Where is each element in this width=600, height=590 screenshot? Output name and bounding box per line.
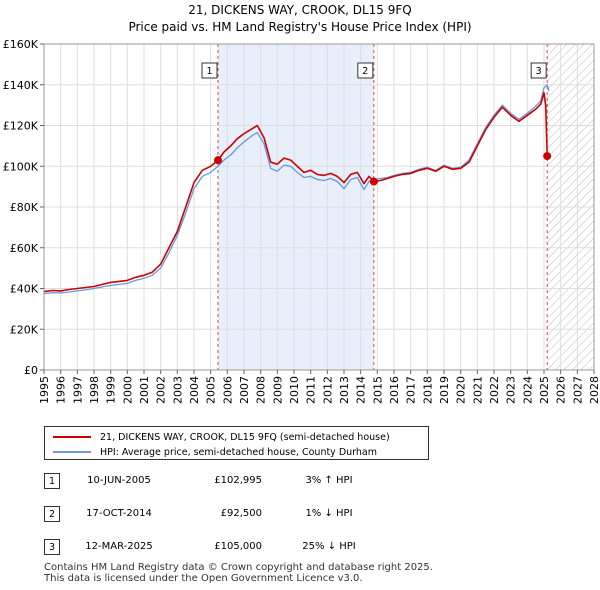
chart-legend: 21, DICKENS WAY, CROOK, DL15 9FQ (semi-d…: [44, 426, 429, 460]
x-tick-label: 2000: [121, 376, 134, 404]
x-tick-label: 2024: [521, 376, 534, 404]
x-tick-label: 1999: [105, 376, 118, 404]
legend-item-price: 21, DICKENS WAY, CROOK, DL15 9FQ (semi-d…: [53, 430, 390, 444]
x-tick-label: 2022: [488, 376, 501, 404]
footer-attribution: Contains HM Land Registry data © Crown c…: [44, 562, 433, 584]
sale-label-number: 2: [362, 66, 368, 77]
sale-label-box: [530, 62, 547, 79]
x-tick-label: 2004: [188, 376, 201, 404]
x-tick-label: 2007: [238, 376, 251, 404]
sale-point: [214, 156, 222, 165]
y-tick-label: £20K: [10, 323, 39, 336]
chart-title: 21, DICKENS WAY, CROOK, DL15 9FQ: [188, 3, 412, 17]
x-tick-label: 2028: [588, 376, 600, 404]
x-tick-label: 1996: [55, 376, 68, 404]
transaction-row: 2 17-OCT-2014 £92,500 1% ↓ HPI: [44, 506, 564, 524]
footer-licence: This data is licensed under the Open Gov…: [44, 573, 363, 584]
y-tick-label: £100K: [3, 160, 39, 173]
price-paid-line: [44, 92, 548, 293]
x-tick-label: 2011: [305, 376, 318, 404]
x-tick-label: 2006: [221, 376, 234, 404]
x-tick-label: 2013: [338, 376, 351, 404]
transaction-price: £102,995: [214, 475, 262, 486]
transaction-price: £105,000: [214, 541, 262, 552]
x-tick-label: 1998: [88, 376, 101, 404]
transaction-date: 17-OCT-2014: [86, 508, 152, 519]
sale-point: [369, 177, 378, 186]
sale-label-box: [201, 62, 218, 79]
sale-label-box: [357, 62, 374, 79]
x-tick-label: 2012: [321, 376, 334, 404]
transaction-price: £92,500: [220, 508, 262, 519]
x-tick-label: 2021: [471, 376, 484, 404]
legend-hpi-label: HPI: Average price, semi-detached house,…: [100, 446, 377, 458]
y-tick-label: £120K: [3, 120, 39, 133]
x-tick-label: 2009: [271, 376, 284, 404]
transaction-number-badge: 2: [44, 506, 60, 522]
y-tick-label: £60K: [10, 242, 39, 255]
x-tick-label: 1995: [38, 376, 51, 404]
transaction-date: 10-JUN-2005: [87, 475, 151, 486]
transaction-number-badge: 1: [44, 473, 60, 489]
x-tick-label: 2002: [155, 376, 168, 404]
transaction-row: 3 12-MAR-2025 £105,000 25% ↓ HPI: [44, 539, 564, 557]
x-tick-label: 2015: [371, 376, 384, 404]
transaction-hpi-change: 3% ↑ HPI: [305, 475, 353, 486]
price-line-swatch: [53, 436, 91, 438]
x-tick-label: 2020: [455, 376, 468, 404]
x-tick-label: 2018: [421, 376, 434, 404]
x-tick-label: 1997: [71, 376, 84, 404]
sale-label-number: 1: [206, 66, 212, 77]
x-tick-label: 2026: [555, 376, 568, 404]
transaction-row: 1 10-JUN-2005 £102,995 3% ↑ HPI: [44, 473, 564, 491]
x-tick-label: 2005: [205, 376, 218, 404]
x-tick-label: 2014: [355, 376, 368, 404]
x-tick-label: 2010: [288, 376, 301, 404]
hpi-line: [44, 84, 550, 295]
x-tick-label: 2023: [505, 376, 518, 404]
y-tick-label: £140K: [3, 79, 39, 92]
y-tick-label: £40K: [10, 283, 39, 296]
price-chart: 1 2 3 £0 £20K £40K £60K £80K £100K £120K £140K £160…: [3, 38, 600, 404]
legend-item-hpi: HPI: Average price, semi-detached house,…: [53, 445, 377, 459]
transaction-hpi-change: 1% ↓ HPI: [305, 508, 353, 519]
x-tick-label: 2019: [438, 376, 451, 404]
y-tick-label: £0: [24, 364, 38, 377]
x-tick-label: 2016: [388, 376, 401, 404]
x-tick-label: 2003: [171, 376, 184, 404]
x-tick-label: 2008: [255, 376, 268, 404]
transaction-hpi-change: 25% ↓ HPI: [302, 541, 356, 552]
footer-copyright: Contains HM Land Registry data © Crown c…: [44, 562, 433, 573]
chart-subtitle: Price paid vs. HM Land Registry's House …: [128, 20, 472, 34]
sale-label-number: 3: [536, 66, 542, 77]
y-tick-label: £80K: [10, 201, 39, 214]
transaction-number-badge: 3: [44, 539, 60, 555]
x-tick-label: 2017: [405, 376, 418, 404]
transaction-date: 12-MAR-2025: [85, 541, 153, 552]
legend-price-label: 21, DICKENS WAY, CROOK, DL15 9FQ (semi-d…: [100, 431, 390, 443]
x-tick-label: 2027: [571, 376, 584, 404]
x-tick-label: 2025: [538, 376, 551, 404]
sale-point: [543, 152, 552, 161]
hpi-line-swatch: [53, 451, 91, 453]
y-tick-label: £160K: [3, 38, 39, 51]
x-tick-label: 2001: [138, 376, 151, 404]
